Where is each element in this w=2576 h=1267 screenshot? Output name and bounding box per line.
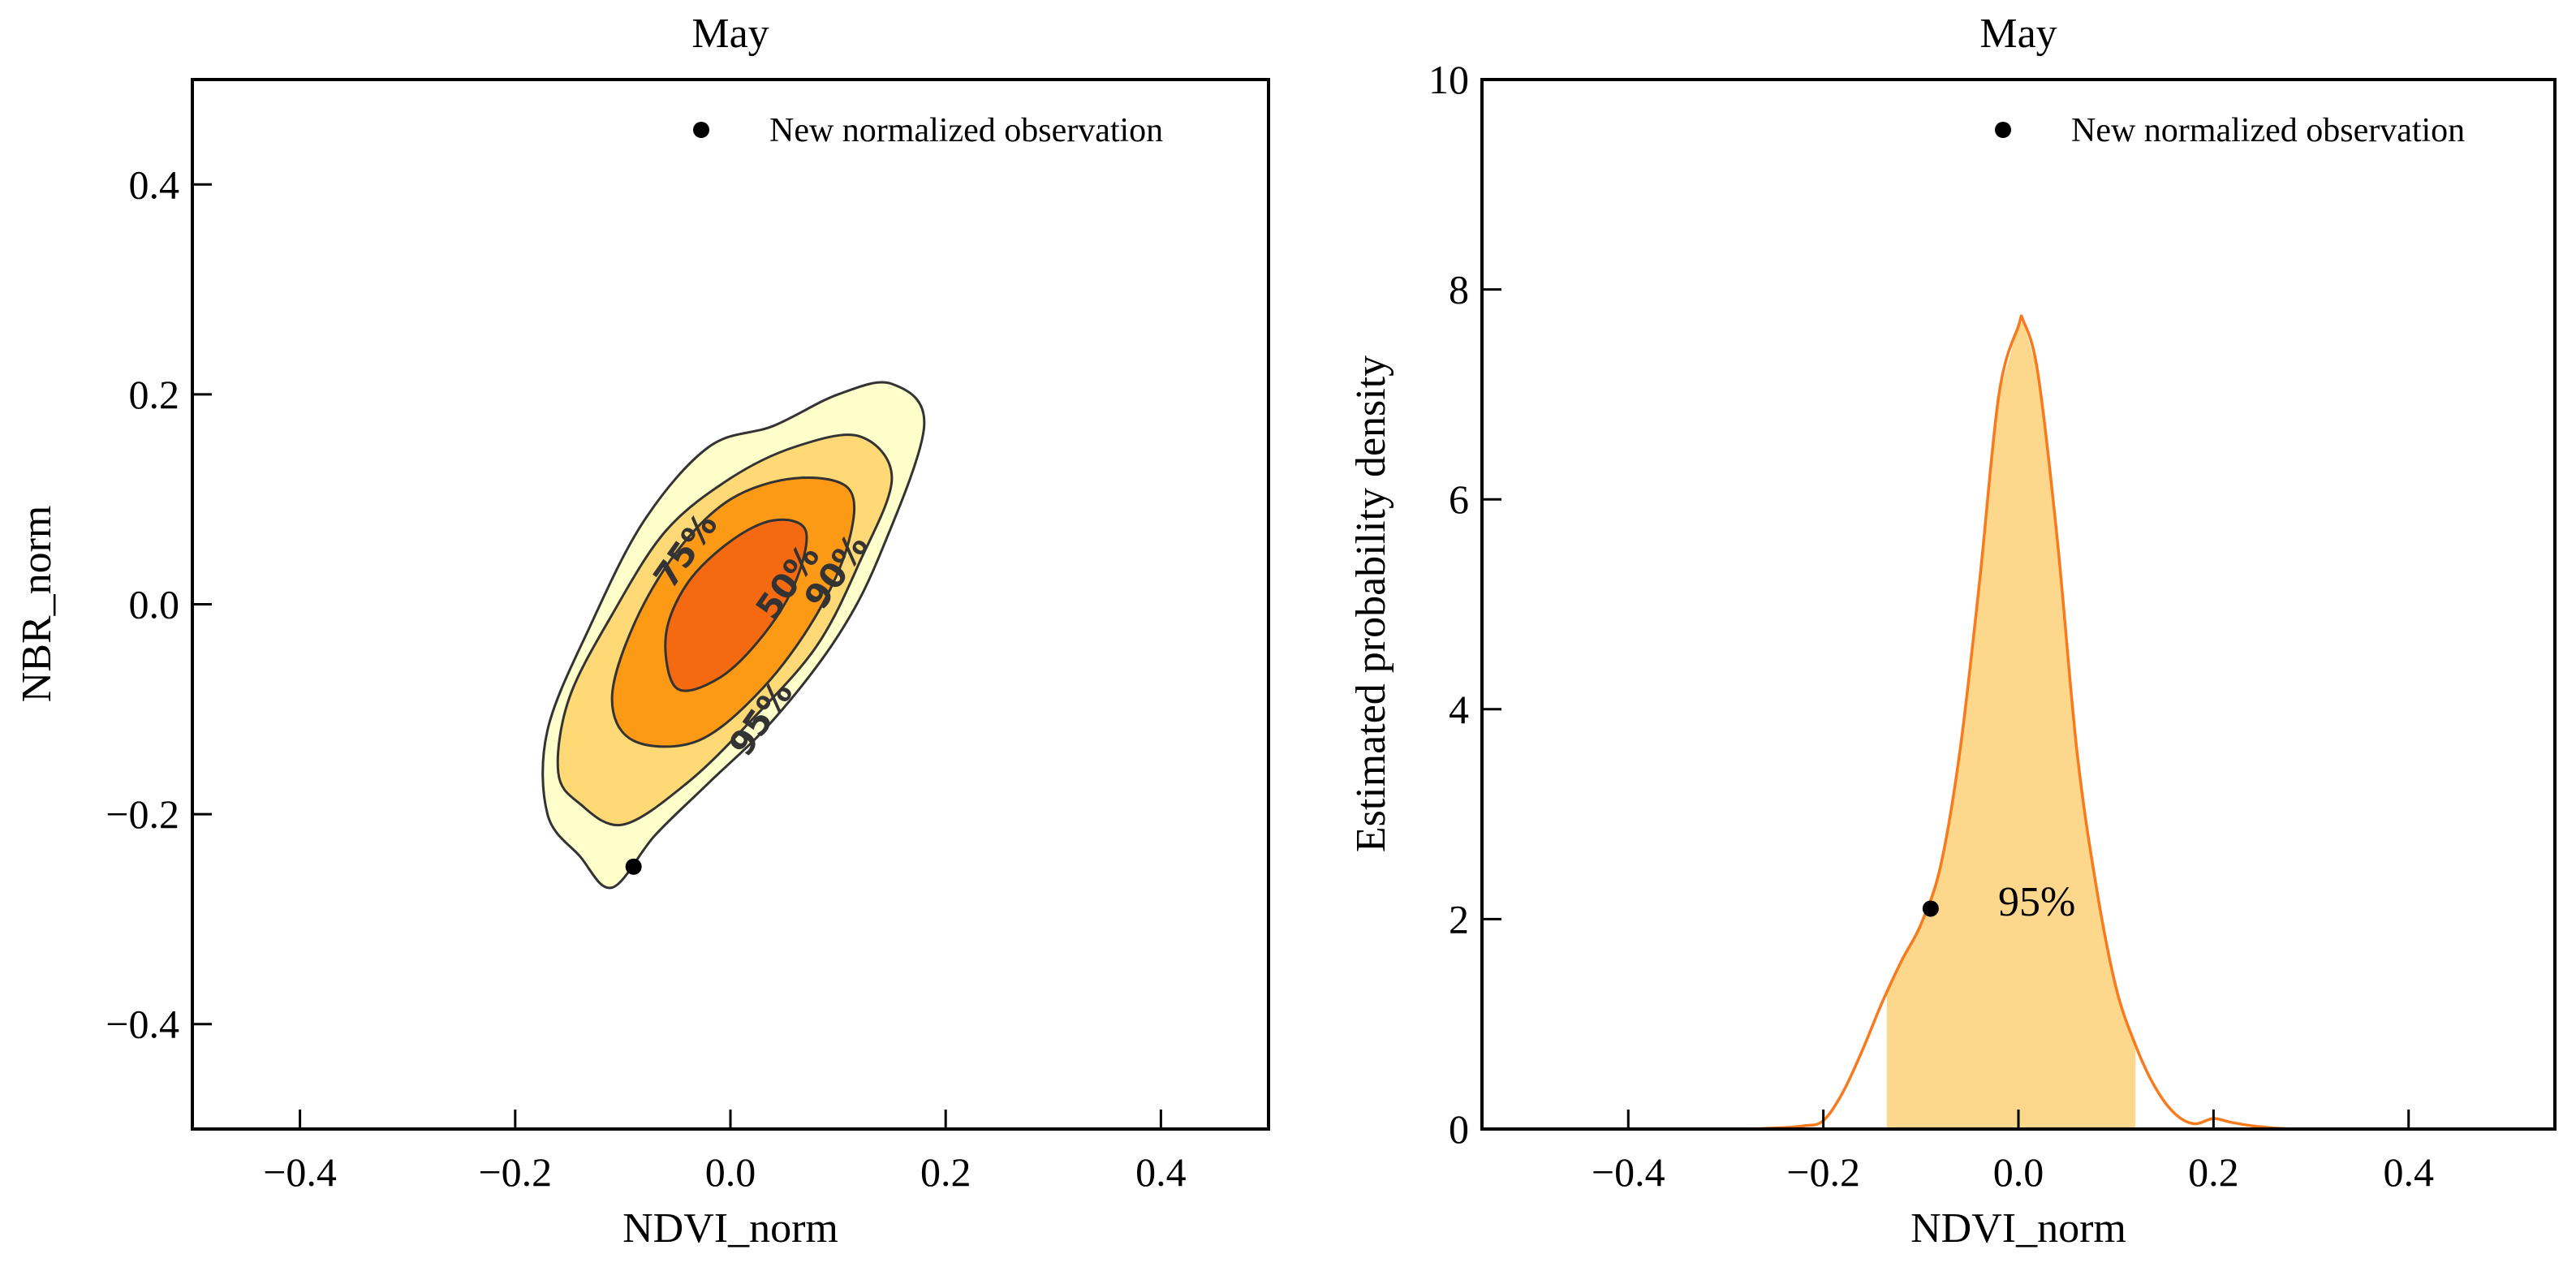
x-tick-label: −0.4 bbox=[263, 1149, 337, 1195]
density-curve bbox=[1531, 314, 2506, 1131]
x-tick-label: 0.2 bbox=[2188, 1149, 2239, 1195]
right-axis-ticks: −0.4 −0.2 0.0 0.2 0.4 0 2 4 6 8 10 bbox=[1428, 57, 2434, 1195]
right-chart-title: May bbox=[1979, 11, 2057, 57]
left-y-axis-label: NBR_norm bbox=[14, 506, 60, 703]
right-legend-label: New normalized observation bbox=[2071, 112, 2465, 149]
interval-fill bbox=[1886, 321, 2136, 1129]
observation-point bbox=[1922, 900, 1939, 917]
y-tick-label: 0.4 bbox=[129, 162, 180, 207]
interval-label: 95% bbox=[1998, 879, 2075, 925]
right-legend: New normalized observation bbox=[1995, 112, 2465, 149]
x-tick-label: 0.0 bbox=[1993, 1149, 2044, 1195]
x-tick-label: 0.0 bbox=[705, 1149, 756, 1195]
y-tick-label: 2 bbox=[1449, 896, 1469, 942]
y-tick-label: 8 bbox=[1449, 267, 1469, 312]
left-chart-title: May bbox=[691, 11, 769, 57]
left-axis-ticks: −0.4 −0.2 0.0 0.2 0.4 −0.4 −0.2 0.0 0.2 0.4 bbox=[106, 162, 1186, 1195]
y-tick-label: −0.4 bbox=[106, 1002, 179, 1047]
y-tick-label: 6 bbox=[1449, 476, 1469, 522]
left-x-axis-label: NDVI_norm bbox=[622, 1205, 838, 1252]
y-tick-label: 0.2 bbox=[129, 372, 180, 417]
contour-50 bbox=[664, 518, 808, 692]
y-tick-label: −0.2 bbox=[106, 791, 179, 837]
right-y-axis-label: Estimated probability density bbox=[1348, 356, 1394, 852]
x-tick-label: 0.2 bbox=[920, 1149, 971, 1195]
left-plot-content: 75% 50%90%95% bbox=[541, 381, 926, 890]
right-plot-content bbox=[1531, 314, 2506, 1131]
contour-chart: May 75% 50%90%95% −0.4 −0.2 0.0 0.2 0.4−0.4−0… bbox=[14, 11, 1270, 1252]
y-tick-label: 10 bbox=[1428, 57, 1469, 102]
y-tick-label: 4 bbox=[1449, 687, 1469, 732]
x-tick-label: −0.4 bbox=[1592, 1149, 1665, 1195]
x-tick-label: −0.2 bbox=[478, 1149, 552, 1195]
y-tick-label: 0 bbox=[1449, 1106, 1469, 1152]
right-x-axis-label: NDVI_norm bbox=[1910, 1205, 2126, 1252]
density-chart: May −0.4 −0.2 0.0 0.2 0.4 0 2 4 6 8 10 New normali… bbox=[1348, 11, 2557, 1252]
left-legend-marker bbox=[693, 122, 709, 138]
observation-point bbox=[625, 858, 642, 875]
x-tick-label: 0.4 bbox=[2383, 1149, 2434, 1195]
left-legend-label: New normalized observation bbox=[769, 112, 1163, 149]
x-tick-label: 0.4 bbox=[1135, 1149, 1187, 1195]
y-tick-label: 0.0 bbox=[129, 582, 180, 627]
right-legend-marker bbox=[1995, 122, 2011, 138]
left-legend: New normalized observation bbox=[693, 112, 1163, 149]
x-tick-label: −0.2 bbox=[1786, 1149, 1860, 1195]
